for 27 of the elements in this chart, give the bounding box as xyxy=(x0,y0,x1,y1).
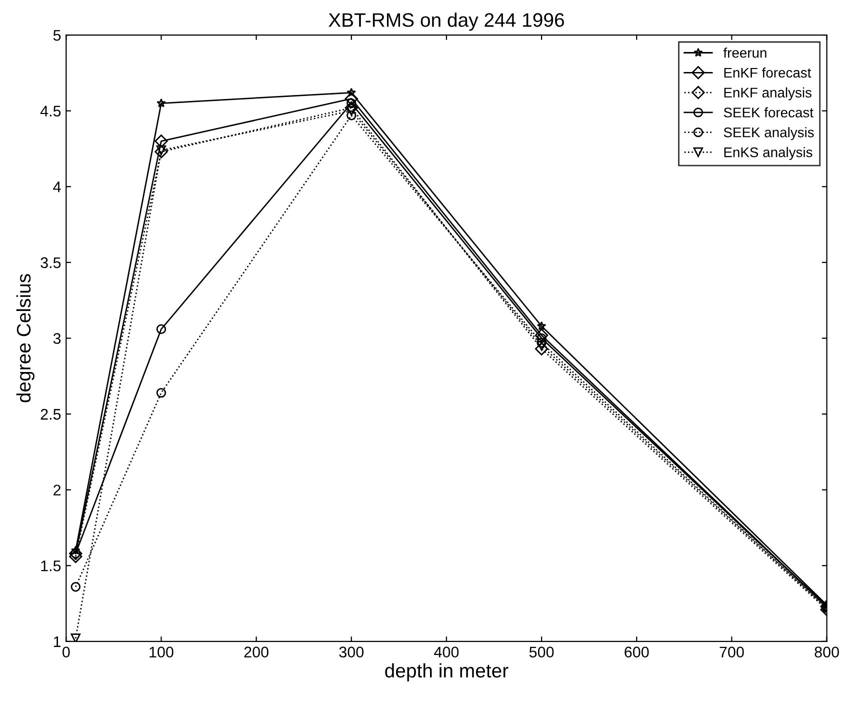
x-tick-label: 700 xyxy=(720,646,744,658)
x-tick-label: 500 xyxy=(529,646,554,658)
legend-label: EnKS analysis xyxy=(724,147,812,160)
legend-label: freerun xyxy=(723,48,766,58)
y-tick-label: 4.5 xyxy=(40,106,61,117)
y-tick-label: 5 xyxy=(53,30,61,41)
y-tick-label: 3 xyxy=(53,333,61,344)
x-tick-label: 100 xyxy=(150,646,174,658)
x-tick-label: 0 xyxy=(62,646,70,658)
x-tick-label: 300 xyxy=(339,646,364,658)
legend-label: EnKF analysis xyxy=(724,87,812,100)
y-tick-label: 1.5 xyxy=(41,560,61,572)
y-tick-label: 3.5 xyxy=(40,257,61,268)
y-tick-label: 2 xyxy=(54,484,61,496)
x-axis-title: depth in meter xyxy=(385,663,508,682)
y-tick-label: 2.5 xyxy=(40,408,61,420)
x-tick-label: 600 xyxy=(624,646,649,658)
x-tick-label: 800 xyxy=(814,646,839,658)
x-tick-label: 200 xyxy=(244,646,268,658)
chart-title: XBT-RMS on day 244 1996 xyxy=(328,12,564,31)
y-tick-label: 1 xyxy=(54,636,61,647)
legend-label: SEEK analysis xyxy=(724,127,814,140)
legend-label: SEEK forecast xyxy=(724,107,814,118)
y-axis-title: degree Celsius xyxy=(16,274,34,402)
y-tick-label: 4 xyxy=(53,182,61,192)
legend-label: EnKF forecast xyxy=(724,67,812,78)
x-tick-label: 400 xyxy=(434,646,459,658)
